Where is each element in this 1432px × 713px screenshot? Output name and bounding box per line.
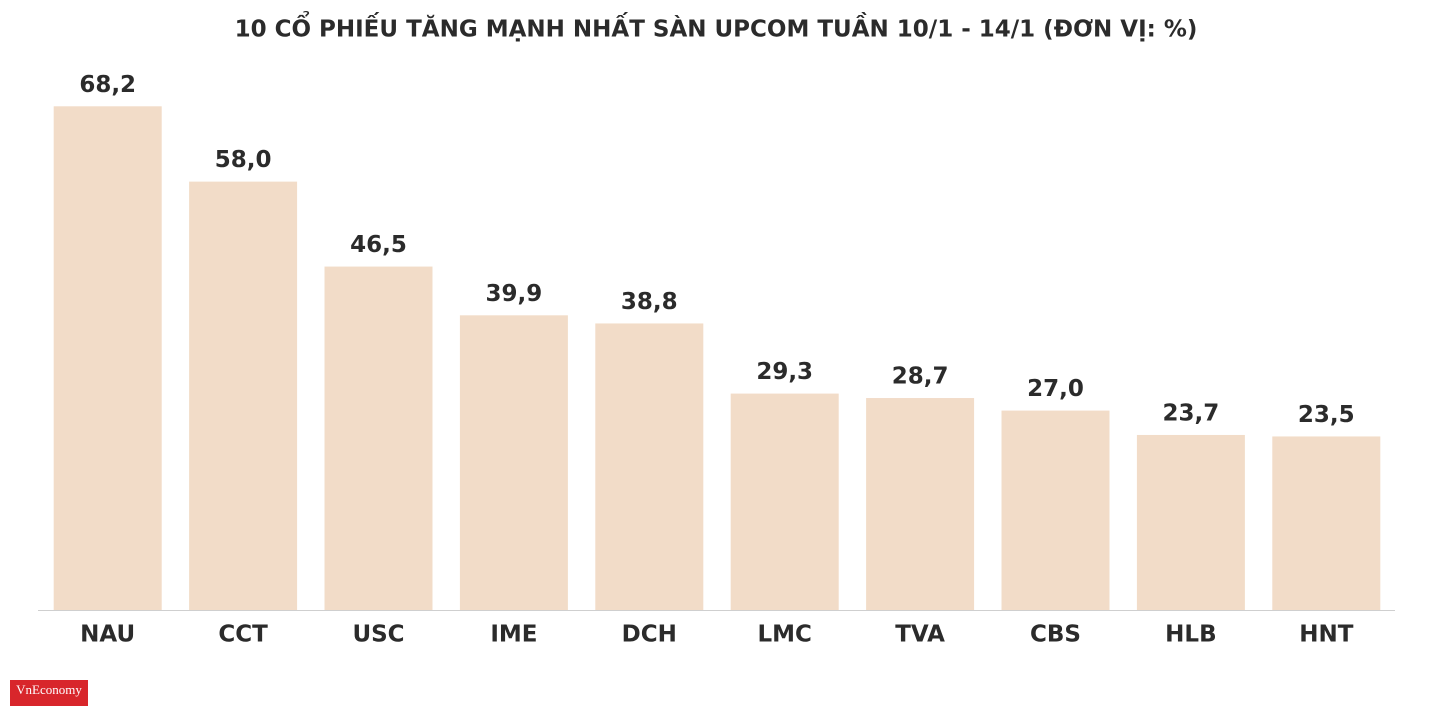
bar [53,106,162,611]
x-tick-label: USC [352,622,404,648]
bar [595,323,704,610]
value-label: 68,2 [79,72,136,98]
x-tick-label: LMC [757,622,811,648]
x-tick-label: HLB [1165,622,1216,648]
x-tick-label: CCT [218,622,268,648]
value-label: 38,8 [621,289,678,315]
bar [324,266,433,610]
logo: VnEconomy [16,682,82,697]
bar [730,393,839,610]
x-tick-label: NAU [80,622,135,648]
value-label: 39,9 [486,281,543,307]
value-label: 27,0 [1027,376,1084,402]
bar [866,398,975,610]
logo-box [10,680,88,706]
bar [1136,434,1245,610]
x-tick-label: CBS [1030,622,1081,648]
x-tick-label: TVA [895,622,945,648]
bar [1001,410,1110,610]
value-label: 28,7 [892,364,949,390]
x-tick-label: DCH [622,622,677,648]
value-label: 29,3 [756,359,813,385]
bar [189,181,298,610]
bar [459,315,568,610]
x-tick-label: IME [490,622,537,648]
bar [1272,436,1381,610]
value-label: 46,5 [350,232,407,258]
value-label: 23,7 [1163,400,1220,426]
value-label: 23,5 [1298,402,1355,428]
chart-title: 10 CỔ PHIẾU TĂNG MẠNH NHẤT SÀN UPCOM TUẦ… [235,11,1198,43]
x-tick-label: HNT [1299,622,1353,648]
value-label: 58,0 [215,147,272,173]
